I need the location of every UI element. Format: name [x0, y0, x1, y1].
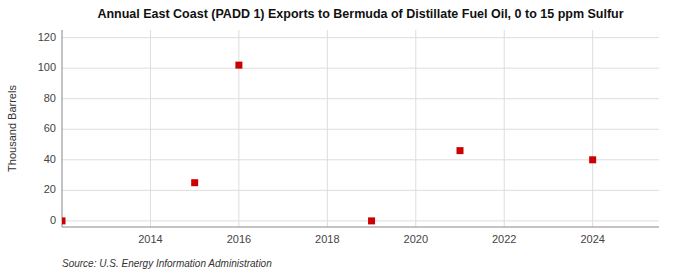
- annotation: Source: U.S. Energy Information Administ…: [62, 258, 272, 269]
- x-tick-label: 2016: [227, 233, 251, 245]
- y-tick-label: 60: [44, 122, 56, 134]
- y-grid-line: [62, 220, 659, 221]
- y-tick-label: 40: [44, 153, 56, 165]
- background: [0, 0, 675, 275]
- y-tick-label: 0: [50, 214, 56, 226]
- y-grid-line: [62, 68, 659, 69]
- x-grid-line: [150, 30, 151, 227]
- y-grid-line: [62, 190, 659, 191]
- y-tick-label: 20: [44, 183, 56, 195]
- x-tick-label: 2018: [315, 233, 339, 245]
- x-tick-label: 2020: [404, 233, 428, 245]
- x-grid-line: [415, 30, 416, 227]
- title: Annual East Coast (PADD 1) Exports to Be…: [97, 7, 623, 21]
- y-axis-line: [62, 30, 63, 227]
- points: [62, 62, 596, 225]
- y-tick-label: 80: [44, 92, 56, 104]
- x-tick-label: 2014: [138, 233, 162, 245]
- grid: [62, 30, 659, 227]
- y-grid-line: [62, 37, 659, 38]
- point: [62, 217, 66, 224]
- point: [589, 156, 596, 163]
- x-grid-line: [238, 30, 239, 227]
- y-grid-line: [62, 129, 659, 130]
- point: [457, 147, 464, 154]
- x-grid-line: [327, 30, 328, 227]
- y-grid-line: [62, 159, 659, 160]
- x-tick-label: 2022: [492, 233, 516, 245]
- y-tick-label: 120: [38, 31, 56, 43]
- point: [235, 62, 242, 69]
- y-tick-label: 100: [38, 61, 56, 73]
- x-axis-line: [62, 227, 659, 228]
- point: [191, 179, 198, 186]
- chart: 0 20 40 60 80 100 120 2014 2016 2018 2020 2022 2024 A…: [0, 0, 675, 275]
- y-grid-line: [62, 98, 659, 99]
- x-grid-line: [592, 30, 593, 227]
- x-tick-label: 2024: [580, 233, 604, 245]
- y-axis-label: Thousand Barrels: [6, 85, 18, 172]
- x-grid-line: [504, 30, 505, 227]
- point: [368, 217, 375, 224]
